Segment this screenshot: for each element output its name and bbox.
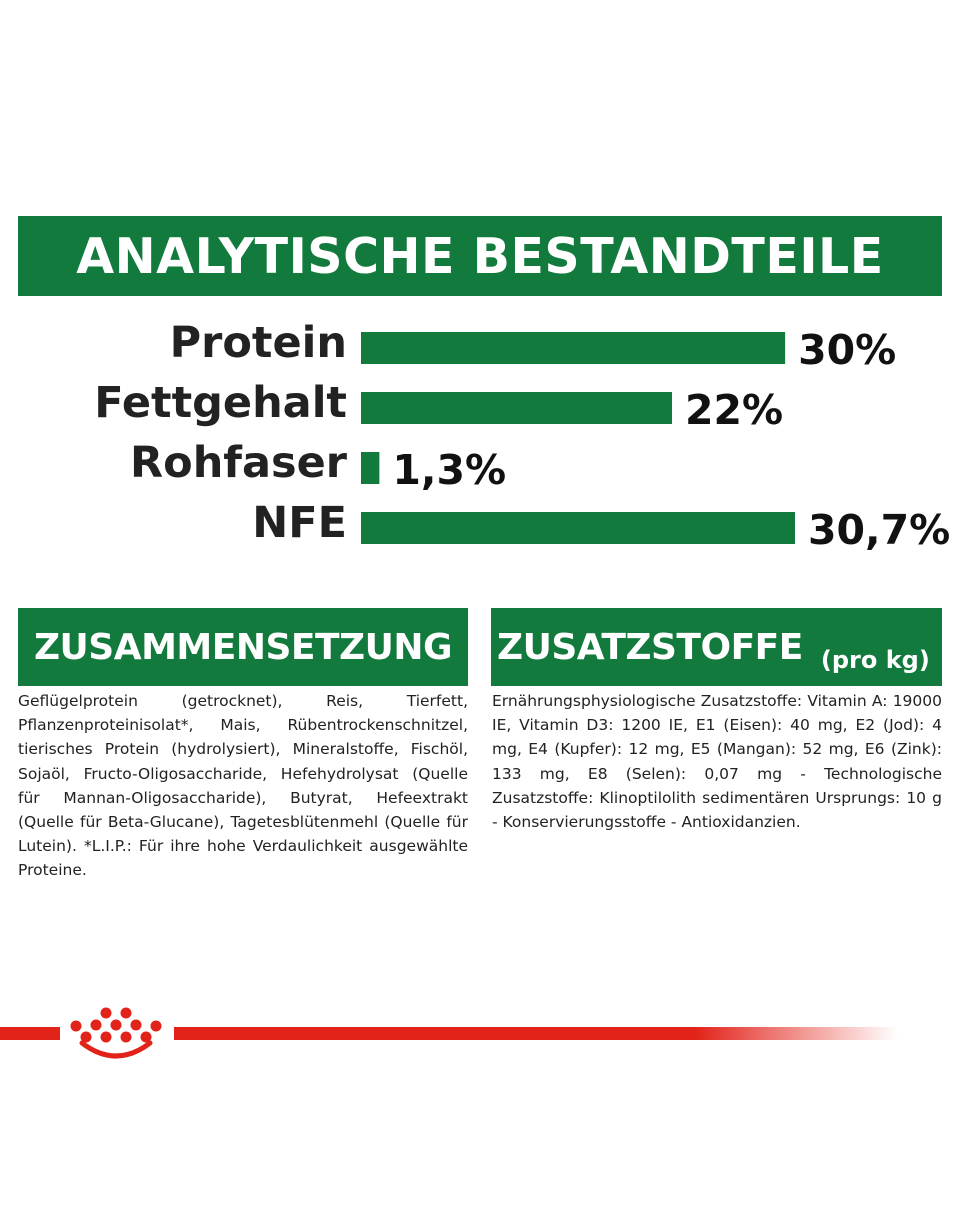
bar-value-fettgehalt: 22% [685,386,783,434]
bar-label-rohfaser: Rohfaser [130,438,348,488]
composition-header: ZUSAMMENSETZUNG [18,608,468,686]
bar-value-protein: 30% [798,326,896,374]
composition-text: Geflügelprotein (getrocknet), Reis, Tier… [18,692,468,880]
red-divider-left [0,1027,60,1040]
bar-label-fettgehalt: Fettgehalt [94,378,347,428]
additives-subtitle: (pro kg) [820,646,930,674]
additives-title: ZUSATZSTOFFE [497,626,803,668]
bar-protein [361,332,786,364]
bar-value-nfe: 30,7% [808,506,950,554]
banner-title: ANALYTISCHE BESTANDTEILE [76,227,884,285]
bar-rohfaser [361,452,380,484]
red-divider-right [174,1027,898,1040]
composition-title: ZUSAMMENSETZUNG [33,626,453,668]
additives-header: ZUSATZSTOFFE (pro kg) [491,608,942,686]
analytics-banner: ANALYTISCHE BESTANDTEILE [18,216,942,296]
bar-fettgehalt [361,392,673,424]
bar-label-nfe: NFE [252,498,347,548]
bar-label-protein: Protein [170,318,347,368]
additives-text: Ernährungsphysiologische Zusatzstoffe: V… [492,692,942,832]
bar-value-rohfaser: 1,3% [392,446,506,494]
royal-crown-icon [62,1003,170,1061]
bar-nfe [361,512,795,544]
